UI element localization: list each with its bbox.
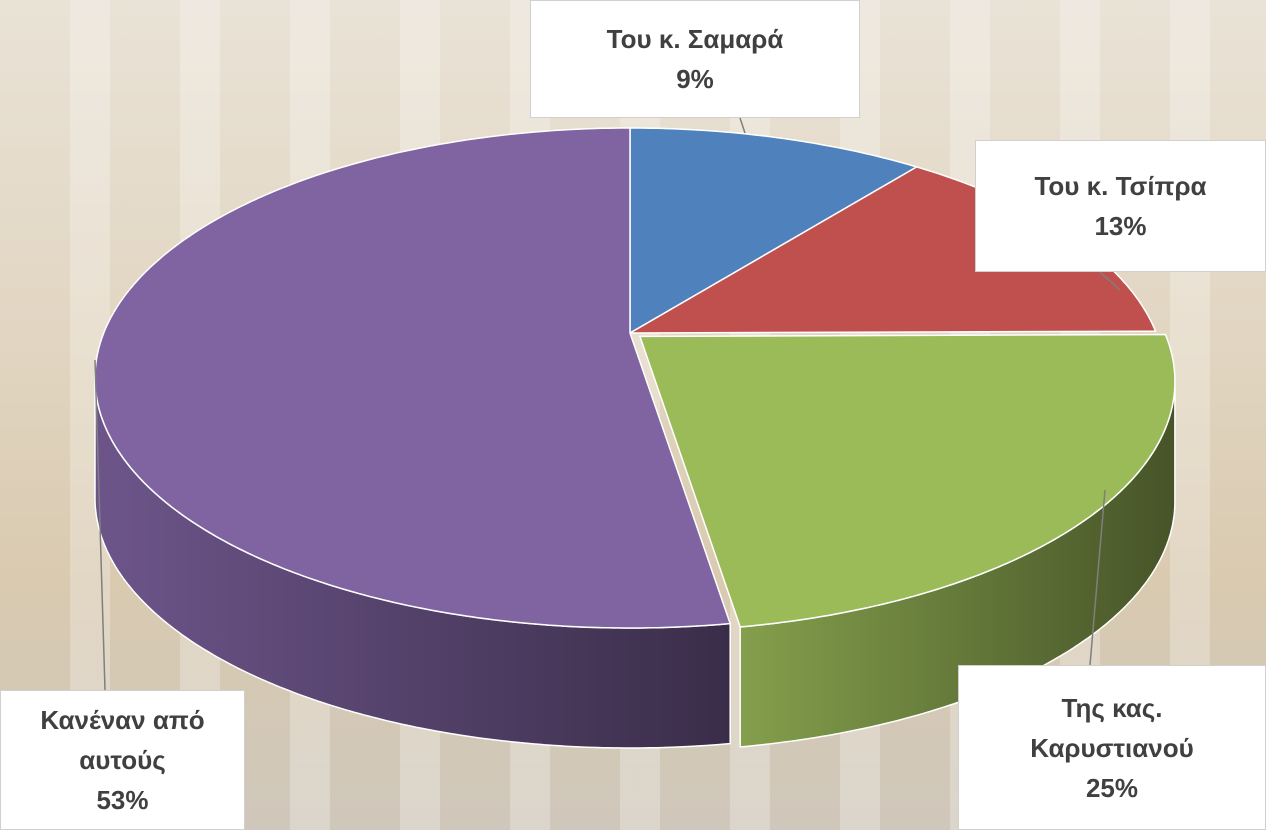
value-label: 25%: [1086, 768, 1138, 808]
category-label: Κανέναν από αυτούς: [9, 700, 236, 780]
value-label: 53%: [96, 780, 148, 820]
leader-line: [740, 118, 745, 133]
category-label: Του κ. Σαμαρά: [607, 19, 784, 59]
value-label: 13%: [1094, 206, 1146, 246]
category-label: Του κ. Τσίπρα: [1034, 166, 1206, 206]
page: (() => { const data = JSON.parse(documen…: [0, 0, 1266, 830]
value-label: 9%: [676, 59, 714, 99]
category-label: Της κας. Καρυστιανού: [989, 688, 1235, 768]
